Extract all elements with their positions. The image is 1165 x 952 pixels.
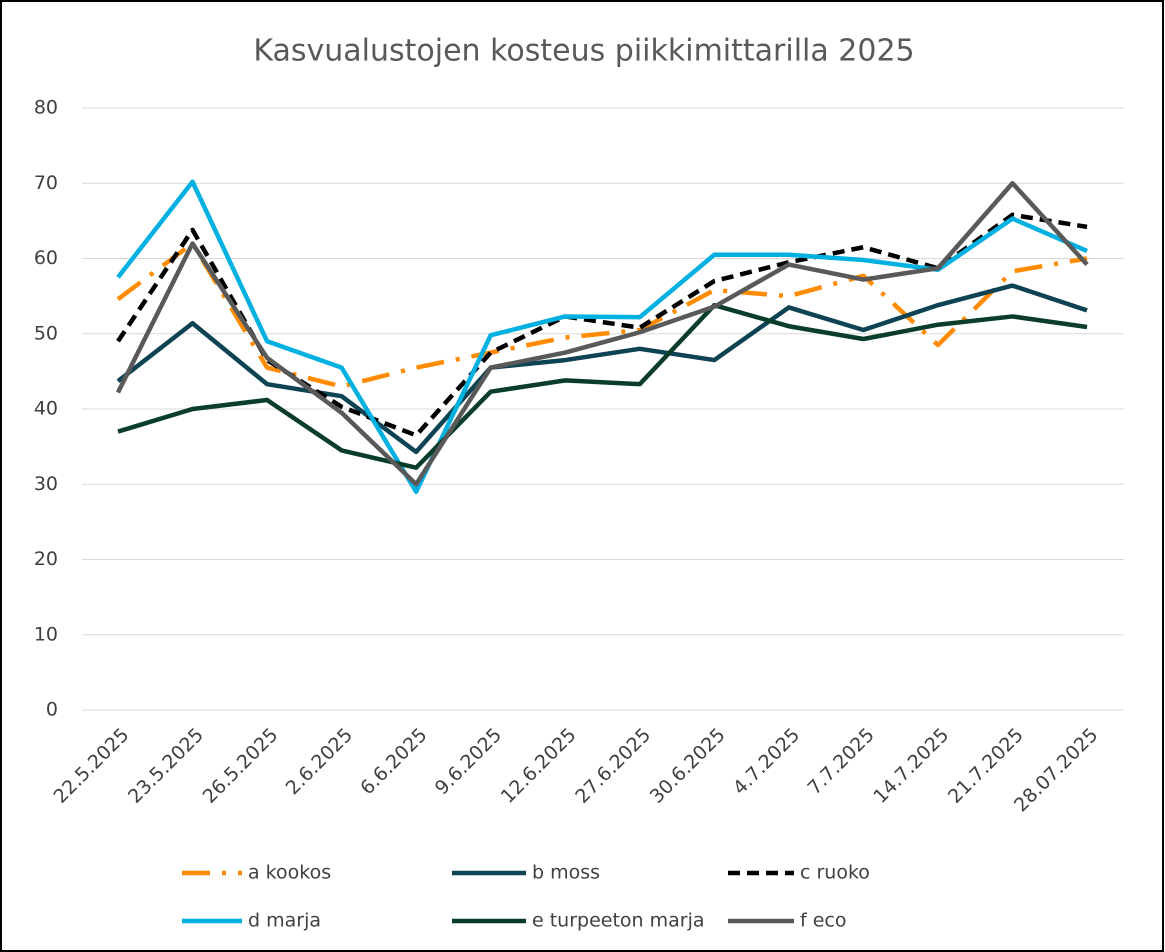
series-line <box>116 283 1088 455</box>
y-tick-label: 60 <box>34 247 58 269</box>
legend-label: f eco <box>800 910 847 932</box>
y-tick-label: 40 <box>34 398 58 420</box>
y-tick-label: 30 <box>34 473 58 495</box>
y-tick-label: 80 <box>34 97 58 119</box>
legend-label: d marja <box>248 910 321 932</box>
legend-label: a kookos <box>248 862 331 884</box>
series-line <box>116 212 1088 438</box>
chart-title: Kasvualustojen kosteus piikkimittarilla … <box>253 34 914 69</box>
y-tick-label: 70 <box>34 172 58 194</box>
legend-label: b moss <box>532 862 600 884</box>
y-tick-label: 20 <box>34 548 58 570</box>
legend-label: e turpeeton marja <box>532 910 705 932</box>
y-tick-label: 0 <box>46 699 58 721</box>
series-line <box>116 241 1088 389</box>
legend-label: c ruoko <box>800 862 870 884</box>
series-line <box>115 181 1089 487</box>
series-line <box>117 302 1088 470</box>
y-tick-label: 10 <box>34 623 58 645</box>
y-tick-label: 50 <box>34 322 58 344</box>
